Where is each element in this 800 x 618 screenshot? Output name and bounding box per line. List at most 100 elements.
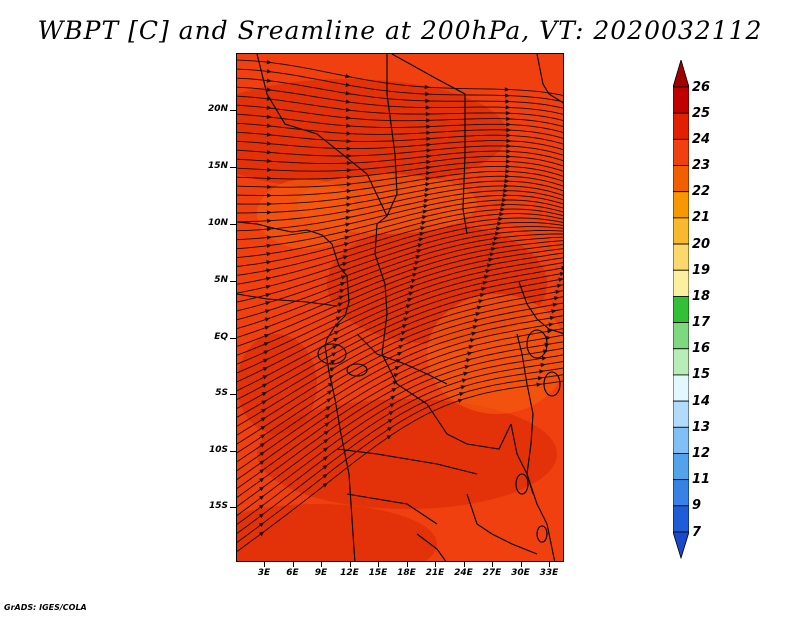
streamline-arrow xyxy=(258,522,265,528)
streamline-arrow xyxy=(258,531,265,537)
streamline-arrow xyxy=(556,283,563,288)
streamline xyxy=(237,190,563,232)
streamline-arrow xyxy=(486,263,493,268)
boundary-line xyxy=(518,281,563,334)
colorbar-segment xyxy=(673,505,689,533)
streamline-arrow xyxy=(266,59,272,65)
colorbar-label: 12 xyxy=(692,445,711,461)
streamline xyxy=(237,145,563,157)
streamline-arrow xyxy=(551,309,557,314)
streamline-arrow xyxy=(426,124,432,129)
streamline-arrow xyxy=(505,159,511,164)
streamline-arrow xyxy=(266,114,272,119)
streamline-arrow xyxy=(260,425,266,431)
boundary-line xyxy=(426,403,512,450)
streamline-arrow xyxy=(265,284,272,290)
lon-label: 24E xyxy=(454,568,473,578)
lon-tick xyxy=(520,562,522,567)
colorbar-segment xyxy=(673,138,689,166)
boundary-line xyxy=(510,423,556,561)
lon-tick xyxy=(378,562,379,567)
lon-label: 3E xyxy=(257,568,271,578)
streamline-arrow xyxy=(506,116,512,122)
streamline-arrow xyxy=(259,477,265,483)
boundary-line xyxy=(256,54,388,217)
streamline-arrow xyxy=(326,390,333,395)
temp-patch xyxy=(257,399,557,509)
colorbar-segment xyxy=(673,453,689,481)
streamline-arrow xyxy=(345,91,351,96)
chart-title: WBPT [C] and Sreamline at 200hPa, VT: 20… xyxy=(37,16,763,45)
streamline-arrow xyxy=(341,268,347,273)
colorbar-label: 13 xyxy=(692,419,711,435)
streamline-arrow xyxy=(426,130,432,135)
colorbar-label: 20 xyxy=(692,236,711,252)
lat-label: 15N xyxy=(207,161,228,171)
streamline-arrow xyxy=(537,376,543,381)
streamline xyxy=(237,308,563,454)
colorbar-label: 18 xyxy=(692,288,711,304)
streamline-arrow xyxy=(476,305,483,310)
streamline-arrow xyxy=(338,295,344,300)
streamline-arrow xyxy=(346,168,352,173)
streamline-arrow xyxy=(266,243,272,249)
streamline-arrow xyxy=(426,165,432,170)
streamline-arrow xyxy=(505,99,511,104)
streamline-arrow xyxy=(504,178,510,184)
lon-tick xyxy=(463,562,465,567)
boundary-line xyxy=(536,54,563,104)
streamline-arrow xyxy=(422,209,428,214)
streamline-arrow xyxy=(403,317,409,322)
streamline-arrow xyxy=(414,260,420,266)
streamline-arrow xyxy=(425,176,431,181)
boundary-line xyxy=(391,54,468,235)
streamline-arrow xyxy=(266,226,272,232)
lat-label: 15S xyxy=(208,501,228,511)
streamline-arrow xyxy=(457,398,464,403)
colorbar xyxy=(673,60,689,560)
lon-tick xyxy=(321,562,322,567)
streamline-arrow xyxy=(333,337,339,343)
streamline-arrow xyxy=(426,118,432,123)
streamline xyxy=(237,226,563,303)
streamline-arrow xyxy=(463,371,469,376)
streamline xyxy=(237,122,563,139)
streamline-arrow xyxy=(345,215,351,221)
streamline-arrow xyxy=(387,418,394,424)
streamline-arrow xyxy=(505,164,511,169)
streamline-arrow xyxy=(322,473,328,479)
boundary-line xyxy=(374,54,428,405)
colorbar-segment xyxy=(673,243,689,271)
streamline-arrow xyxy=(266,201,272,207)
streamline xyxy=(237,236,563,330)
streamline-arrow xyxy=(505,169,511,174)
streamline xyxy=(237,160,563,180)
streamline-arrow xyxy=(506,154,512,159)
streamline-arrow xyxy=(339,289,345,294)
streamline-arrow xyxy=(261,391,268,397)
streamline-arrow xyxy=(426,136,432,142)
streamline-arrow xyxy=(346,138,352,144)
streamline xyxy=(237,262,563,383)
streamline-arrow xyxy=(405,304,412,309)
streamline-arrow xyxy=(499,211,505,217)
colorbar-segment xyxy=(673,296,689,323)
colorbar-label: 24 xyxy=(692,131,711,147)
streamline-arrow xyxy=(552,302,558,307)
streamline xyxy=(237,68,563,103)
streamline xyxy=(237,104,563,127)
streamline-arrow xyxy=(483,274,490,280)
streamline-arrow xyxy=(424,193,430,198)
streamline-arrow xyxy=(322,456,328,461)
streamline-arrow xyxy=(263,342,270,347)
streamline-arrow xyxy=(460,385,466,390)
streamline-arrow xyxy=(263,350,269,355)
streamline-arrow xyxy=(418,237,424,242)
boundary-line xyxy=(356,333,448,385)
streamline xyxy=(237,230,563,312)
streamline xyxy=(237,213,563,276)
lat-label: 10N xyxy=(207,218,228,228)
streamline-arrow xyxy=(259,451,265,457)
streamline-arrow xyxy=(490,246,497,252)
temp-patch xyxy=(237,504,437,561)
